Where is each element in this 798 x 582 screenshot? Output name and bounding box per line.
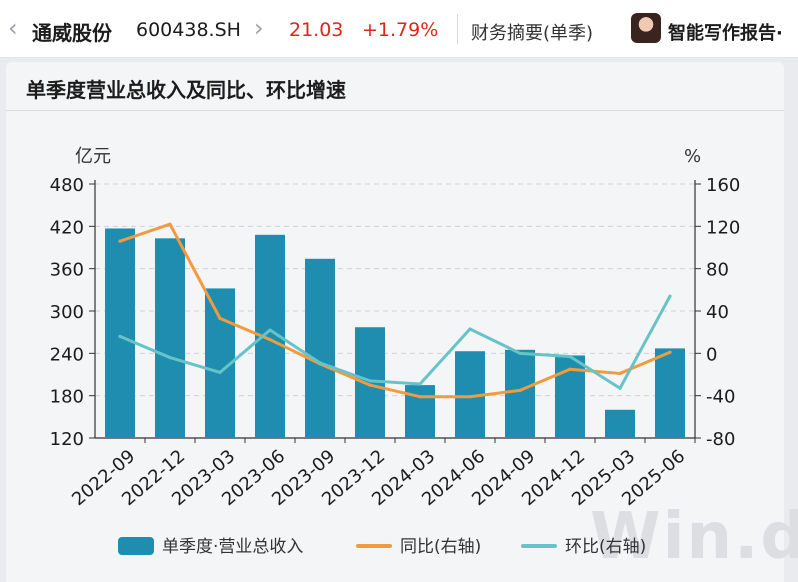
right-tick-label: 40 bbox=[706, 302, 729, 323]
right-tick-label: -40 bbox=[706, 387, 735, 408]
legend-item-qoq[interactable]: 环比(右轴) bbox=[521, 535, 646, 559]
legend-item-yoy[interactable]: 同比(右轴) bbox=[356, 535, 481, 559]
header-divider bbox=[457, 14, 458, 44]
point-qoq bbox=[668, 294, 672, 298]
legend-swatch-revenue bbox=[118, 536, 154, 555]
stock-code: 600438.SH bbox=[136, 19, 241, 41]
line-yoy bbox=[118, 222, 672, 399]
right-tick-label: 160 bbox=[706, 175, 740, 196]
stock-name: 通威股份 bbox=[32, 21, 112, 45]
legend-swatch-qoq bbox=[521, 543, 557, 548]
legend-label-yoy: 同比(右轴) bbox=[400, 537, 482, 557]
point-qoq bbox=[268, 328, 272, 332]
point-qoq bbox=[518, 351, 522, 355]
left-tick-label: 240 bbox=[50, 344, 84, 365]
avatar[interactable] bbox=[631, 13, 661, 43]
point-yoy bbox=[518, 388, 522, 392]
bar-revenue bbox=[605, 409, 635, 438]
right-tick-label: 80 bbox=[706, 260, 729, 281]
left-tick-label: 360 bbox=[50, 260, 84, 281]
right-tick-label: 0 bbox=[706, 344, 717, 365]
point-yoy bbox=[618, 371, 622, 376]
watermark: Win.d bbox=[590, 500, 798, 574]
point-yoy bbox=[218, 316, 222, 321]
legend-label-qoq: 环比(右轴) bbox=[565, 537, 647, 557]
left-tick-label: 120 bbox=[50, 429, 84, 450]
left-tick-label: 420 bbox=[50, 217, 84, 238]
point-qoq bbox=[118, 334, 122, 338]
left-tick-label: 300 bbox=[50, 302, 84, 323]
back-chevron-icon[interactable]: ‹ bbox=[8, 14, 18, 42]
point-qoq bbox=[418, 382, 422, 386]
left-tick-label: 480 bbox=[50, 175, 84, 196]
point-qoq bbox=[318, 361, 322, 365]
left-axis-unit: 亿元 bbox=[75, 146, 111, 167]
point-yoy bbox=[368, 383, 372, 387]
point-yoy bbox=[568, 367, 572, 371]
section-selector[interactable]: 财务摘要(单季) bbox=[471, 23, 594, 44]
next-chevron-icon[interactable]: › bbox=[254, 14, 264, 42]
point-qoq bbox=[218, 370, 222, 374]
point-yoy bbox=[118, 239, 122, 243]
bar-revenue bbox=[655, 348, 685, 438]
legend-item-revenue[interactable]: 单季度·营业总收入 bbox=[118, 535, 303, 559]
point-qoq bbox=[168, 355, 172, 360]
right-tick-label: 120 bbox=[706, 217, 740, 238]
line-qoq bbox=[118, 294, 672, 390]
point-qoq bbox=[368, 379, 372, 383]
point-yoy bbox=[268, 337, 272, 342]
bar-revenue bbox=[305, 258, 335, 438]
bar-revenue bbox=[155, 238, 185, 438]
point-qoq bbox=[618, 386, 622, 390]
right-tick-label: -80 bbox=[706, 429, 735, 450]
chart-title: 单季度营业总收入及同比、环比增速 bbox=[26, 78, 346, 102]
point-yoy bbox=[418, 395, 422, 399]
point-yoy bbox=[468, 395, 472, 399]
chart-legend: 单季度·营业总收入 同比(右轴) 环比(右轴) bbox=[0, 535, 798, 559]
point-qoq bbox=[568, 354, 572, 359]
point-yoy bbox=[168, 222, 172, 226]
ai-report-link[interactable]: 智能写作报告· bbox=[668, 23, 783, 44]
panel-divider bbox=[6, 110, 784, 111]
stock-header: ‹ 通威股份 600438.SH › 21.03 +1.79% 财务摘要(单季)… bbox=[0, 0, 798, 58]
left-tick-label: 180 bbox=[50, 387, 84, 408]
legend-label-revenue: 单季度·营业总收入 bbox=[162, 537, 304, 557]
legend-swatch-yoy bbox=[356, 543, 392, 548]
point-yoy bbox=[668, 350, 672, 354]
point-qoq bbox=[468, 327, 472, 331]
bar-revenue bbox=[105, 228, 135, 438]
price-change: +1.79% bbox=[362, 19, 439, 41]
stock-price: 21.03 bbox=[289, 19, 344, 41]
bar-revenue bbox=[505, 349, 535, 438]
right-axis-unit: % bbox=[684, 146, 701, 167]
